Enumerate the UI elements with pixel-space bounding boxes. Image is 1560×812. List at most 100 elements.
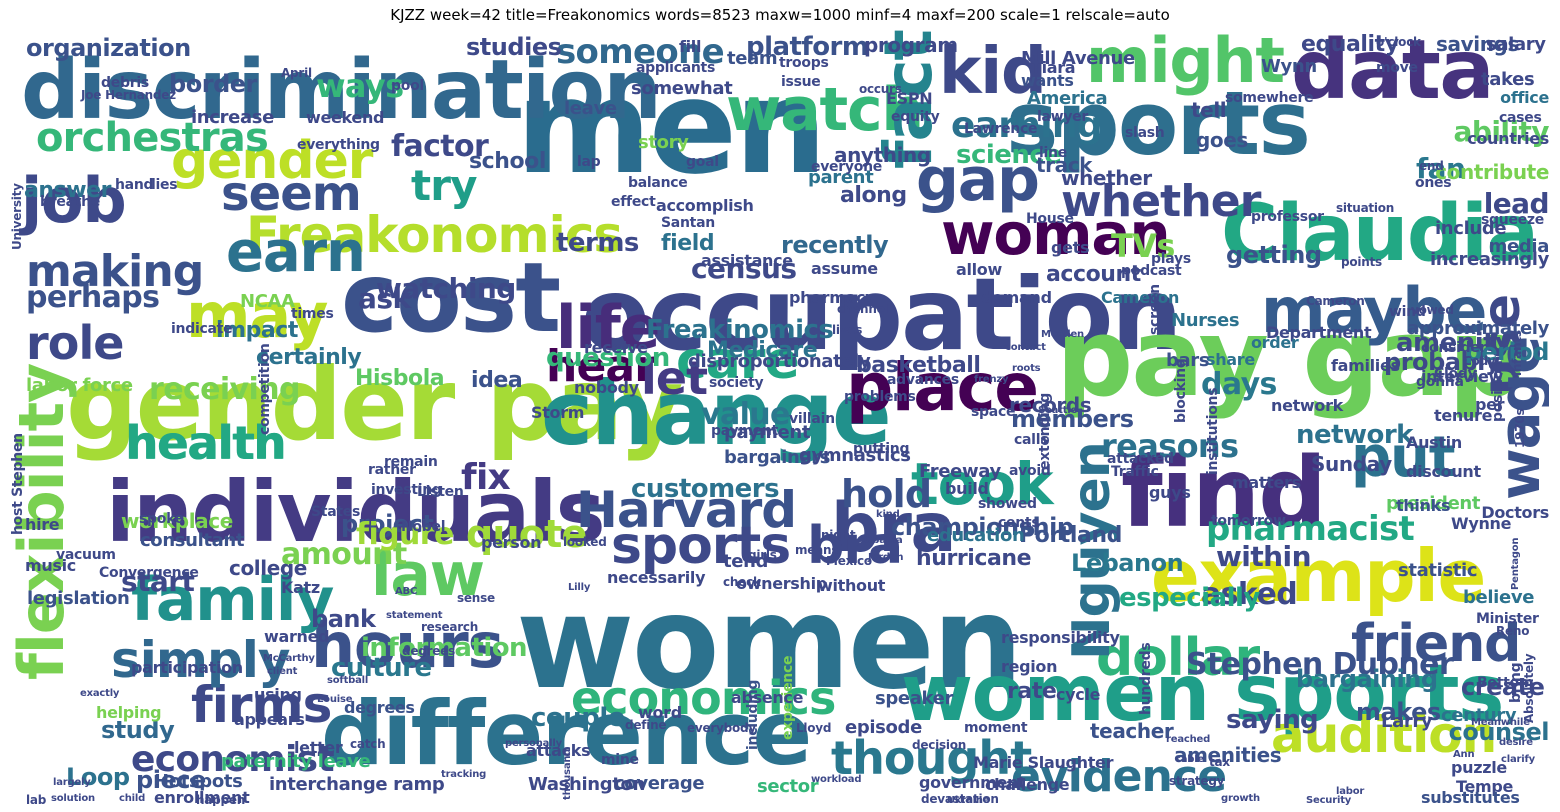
word-cloud-term: Joe Hernandez (81, 88, 176, 102)
word-cloud-term: fill (679, 37, 702, 56)
word-cloud-term: participation (131, 658, 243, 677)
word-cloud-term: Doctors (1481, 503, 1549, 522)
word-cloud-term: Louise (317, 694, 353, 705)
word-cloud-term: took (911, 450, 1054, 518)
word-cloud-term: account (1046, 262, 1141, 287)
word-cloud-term: Tempe (1456, 777, 1514, 796)
word-cloud-term: America (1027, 88, 1108, 109)
word-cloud-term: Minister (1476, 611, 1539, 627)
word-cloud-term: tax (1209, 755, 1230, 769)
word-cloud-term: region (1001, 657, 1058, 676)
word-cloud-term: approximately (1407, 318, 1549, 339)
word-cloud-term: gonna (1416, 374, 1464, 390)
word-cloud-term: women sports (901, 649, 1504, 739)
word-cloud-term: troops (779, 55, 829, 71)
word-cloud-term: vacuum (56, 547, 116, 563)
word-cloud-term: Marie Slaughter (973, 753, 1114, 772)
word-cloud-term: statistic (1398, 560, 1478, 581)
word-cloud-term: Lawrence (964, 121, 1038, 137)
word-cloud-term: certainly (256, 345, 362, 370)
word-cloud-term: president (1386, 493, 1481, 514)
word-cloud-term: assistance (701, 251, 793, 270)
word-cloud-term: hire (25, 515, 60, 534)
word-cloud-term: solution (51, 793, 95, 804)
word-cloud-term: Freakonomics (246, 206, 623, 264)
word-cloud-term: Seattle (1038, 405, 1078, 416)
word-cloud-term: watch (726, 75, 924, 145)
word-cloud-term: Wynne (1451, 514, 1512, 533)
word-cloud-term: problems (844, 389, 916, 405)
word-cloud-term: build (945, 479, 989, 498)
word-cloud-term: indicate (171, 321, 233, 337)
word-cloud-term: means (795, 543, 839, 557)
word-cloud-term: allow (956, 260, 1002, 279)
word-cloud-term: figure (356, 517, 454, 552)
word-cloud-term: reached (1166, 734, 1211, 745)
word-cloud-term: order (1251, 333, 1299, 352)
word-cloud-term: bring (1508, 662, 1524, 703)
word-cloud-term: Traffic (1111, 464, 1159, 480)
word-cloud-term: maybe (1261, 274, 1487, 347)
word-cloud-term: difference (321, 682, 812, 785)
word-cloud-term: making (26, 246, 204, 297)
word-cloud-term: families (1331, 356, 1400, 375)
word-cloud-term: anything (834, 143, 931, 167)
word-cloud-term: hear (546, 341, 656, 392)
word-cloud-term: somewhere (1225, 90, 1314, 106)
word-cloud-term: team (727, 48, 778, 69)
word-cloud-term: economics (571, 671, 836, 725)
word-cloud-term: countries (1467, 129, 1549, 148)
word-cloud-term: breathe (40, 194, 101, 210)
word-cloud-term: network (1296, 420, 1413, 450)
word-cloud-term: increase (191, 107, 274, 128)
word-cloud-term: workload (811, 774, 862, 785)
word-cloud-term: bank (311, 605, 376, 633)
word-cloud-term: word (638, 703, 682, 722)
word-cloud-term: TVs (1111, 227, 1175, 265)
word-cloud-term: contribute (1435, 160, 1549, 184)
word-cloud-term: let (641, 351, 708, 405)
word-cloud-term: workplace (121, 509, 233, 533)
word-cloud-term: men (516, 51, 827, 203)
figure-title: KJZZ week=42 title=Freakonomics words=85… (390, 6, 1170, 24)
word-cloud-term: nobody (574, 378, 639, 397)
word-cloud-term: championship (891, 513, 1074, 541)
word-cloud-term: information (361, 633, 528, 663)
word-cloud-term: hours (311, 609, 504, 682)
word-cloud-term: earning (951, 105, 1103, 146)
word-cloud-term: network (1271, 396, 1343, 415)
word-cloud-term: example (1151, 534, 1486, 618)
word-cloud-term: discount (1406, 462, 1481, 481)
word-cloud-term: Ukraine (947, 795, 990, 806)
word-cloud-term: Claudia (1221, 189, 1539, 279)
word-cloud-term: rate (1007, 679, 1057, 704)
word-cloud-term: McAllen (1041, 329, 1084, 340)
word-cloud-term: Nurses (1171, 310, 1240, 331)
word-cloud-term: exactly (80, 688, 120, 699)
word-cloud-term: Tiara (1031, 58, 1076, 77)
word-cloud-term: gap (916, 145, 1040, 215)
word-cloud-term: whether (1061, 176, 1261, 227)
word-cloud-term: discrimination (21, 43, 662, 138)
word-cloud-term: tell (1191, 98, 1227, 122)
word-cloud-term: NCAA (240, 291, 295, 312)
word-cloud-term: client (267, 666, 298, 677)
word-cloud-term: infants (1510, 330, 1524, 376)
word-cloud-term: might (1086, 30, 1285, 97)
word-cloud-term: try (411, 161, 477, 210)
word-cloud-term: cents (998, 515, 1040, 531)
word-cloud-term: audition (1271, 706, 1497, 764)
word-cloud-term: piece (136, 766, 206, 794)
word-cloud-term: host Stephen (11, 433, 26, 535)
word-cloud-term: Washington (528, 774, 645, 795)
word-cloud-term: occupation (581, 256, 1182, 373)
word-cloud-term: space (971, 404, 1016, 420)
word-cloud-term: demand (981, 288, 1052, 307)
word-cloud-term: someone (556, 32, 725, 72)
word-cloud-term: remain (384, 454, 438, 470)
word-cloud-term: per (1475, 395, 1505, 414)
word-cloud-term: pharmacy (789, 288, 876, 307)
word-cloud-term: everyone (811, 159, 882, 175)
word-cloud-term: channel (837, 302, 889, 316)
word-cloud-term: impact (216, 318, 298, 343)
